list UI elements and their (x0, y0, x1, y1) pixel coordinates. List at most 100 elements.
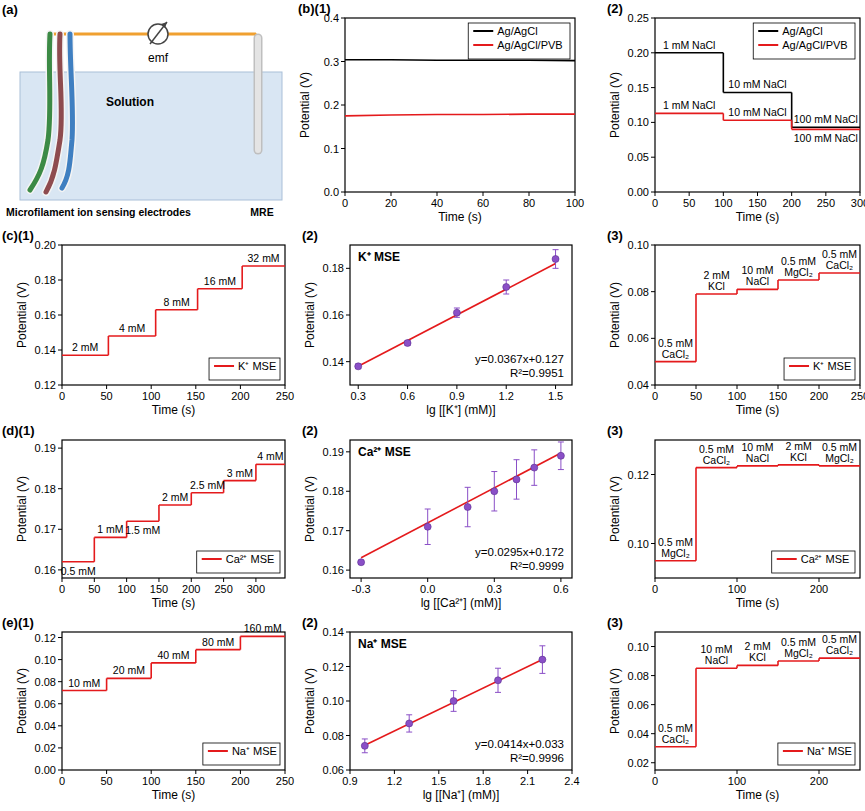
x-tick-label: 100 (714, 197, 732, 209)
figure: (a)emfSolutionMicrofilament ion sensing … (0, 0, 865, 811)
y-tick-label: 0.18 (323, 485, 344, 497)
step-level (792, 126, 860, 128)
step-label: 8 mM (163, 296, 189, 308)
legend: Ag/AgClAg/AgCl/PVB (753, 23, 855, 59)
labels: Na⁺ MSEy=0.0414x+0.033R²=0.9996 (358, 637, 564, 764)
data-point (424, 523, 431, 530)
x-tick (689, 192, 690, 196)
step-riser (108, 336, 110, 355)
step-label: 0.5 mMMgCl₂ (781, 636, 816, 659)
step-label: 2 mMKCl (744, 640, 770, 663)
error-bar (503, 280, 509, 294)
y-axis-label: Potential (V) (303, 668, 317, 734)
data-point (361, 742, 368, 749)
plot-marks (345, 60, 575, 116)
step-riser (197, 289, 199, 310)
x-tick-label: 0 (342, 197, 348, 209)
panel-title: (e)(1) (2, 615, 34, 630)
y-tick-label: 0.02 (35, 742, 56, 754)
step-label: 0.5 mMCaCl₂ (822, 248, 857, 271)
x-tick (860, 192, 861, 196)
legend-swatch (758, 30, 778, 32)
x-tick-label: 50 (690, 390, 702, 402)
x-tick-label: 300 (247, 583, 265, 595)
error-bar (514, 460, 520, 499)
x-axis-label: Time (s) (736, 596, 780, 610)
x-axis-label: Time (s) (152, 403, 196, 417)
y-tick-label: 0.08 (323, 730, 344, 742)
step-label: 100 mM NaCl (794, 113, 858, 125)
y-axis-label: Potential (V) (303, 282, 317, 348)
meter-label: emf (148, 51, 169, 65)
step-label-line: KCl (790, 451, 807, 463)
plot-frame (655, 440, 860, 578)
y-tick (346, 666, 350, 667)
step-label: 0.5 mM (61, 565, 96, 577)
step-riser (818, 273, 820, 280)
step-label: 10 mM NaCl (728, 106, 786, 118)
y-tick-label: 0.16 (35, 309, 56, 321)
step-riser (195, 650, 197, 663)
x-tick (195, 385, 196, 389)
data-point (355, 363, 362, 370)
electrode-outline (62, 34, 73, 188)
legend-box (209, 358, 280, 380)
y-tick (346, 632, 350, 633)
plot-marks (655, 465, 860, 561)
step-riser (736, 289, 738, 294)
step-label: 2 mM (162, 491, 188, 503)
y-tick-label: 0.12 (323, 661, 344, 673)
step-level (655, 560, 696, 562)
error-bar (425, 509, 431, 544)
y-axis-label: Potential (V) (608, 72, 622, 138)
legend-swatch (208, 750, 228, 752)
x-tick (483, 192, 484, 196)
x-tick-label: 200 (182, 583, 200, 595)
annotation: y=0.0295x+0.172 (475, 546, 564, 558)
step-level (224, 480, 256, 482)
legend: K⁺ MSE (209, 358, 280, 380)
x-tick (757, 192, 758, 196)
error-bar-cap (531, 485, 537, 486)
plot-frame (350, 245, 572, 385)
x-tick-label: 50 (88, 583, 100, 595)
step-riser (240, 636, 242, 649)
panel-title: (2) (302, 228, 318, 243)
error-bar (465, 487, 471, 526)
x-tick-label: 0.9 (449, 390, 464, 402)
step-level (156, 309, 198, 311)
step-label-line: NaCl (705, 654, 728, 666)
y-tick-label: 0.0 (324, 186, 339, 198)
step-riser (777, 280, 779, 289)
y-tick (346, 315, 350, 316)
legend-label: K⁺ MSE (238, 360, 276, 372)
electrode-outline (30, 34, 50, 190)
y-tick-label: 0.16 (323, 309, 344, 321)
x-axis-label: Time (s) (152, 596, 196, 610)
step-label: 10 mM NaCl (728, 78, 786, 90)
x-tick (860, 385, 861, 389)
x-axis-label: lg [[K⁺] (mM)] (426, 403, 495, 417)
error-bar-cap (495, 692, 501, 693)
step-label: 0.5 mMCaCl₂ (658, 337, 693, 360)
x-tick (655, 192, 656, 196)
y-tick-label: 0.12 (628, 469, 649, 481)
x-tick-label: 2.1 (520, 775, 535, 787)
step-label: 1.5 mM (125, 524, 160, 536)
legend-box (203, 743, 280, 765)
legend-label: Na⁺ MSE (807, 745, 852, 757)
x-tick-label: 0 (652, 775, 658, 787)
x-tick-label: 0.6 (553, 583, 568, 595)
step-level (819, 272, 860, 274)
step-level (737, 289, 778, 291)
error-bar-cap (454, 317, 460, 318)
step-level (655, 113, 723, 115)
legend-swatch (202, 558, 222, 560)
step-level (240, 636, 285, 638)
step-riser (255, 464, 257, 480)
data-point (453, 309, 460, 316)
panel: 0501001502002503000.000.050.100.150.200.… (607, 1, 865, 224)
panel-title: (d)(1) (2, 423, 35, 438)
step-label: 2 mMKCl (703, 269, 729, 292)
step-level (242, 265, 285, 267)
